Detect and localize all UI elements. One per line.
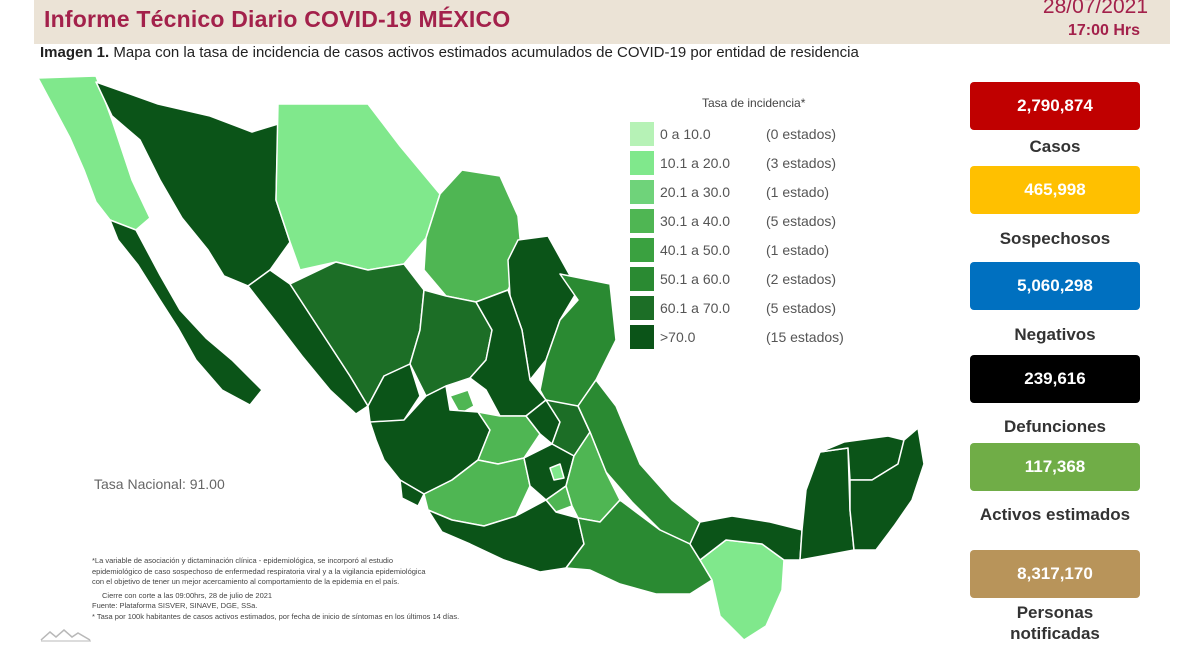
legend-count: (2 estados)	[766, 271, 837, 287]
legend-item: 10.1 a 20.0 (3 estados)	[630, 151, 880, 175]
footnotes: *La variable de asociación y dictaminaci…	[92, 556, 562, 622]
state-coahuila	[423, 169, 523, 303]
legend-item: >70.0 (15 estados)	[630, 325, 880, 349]
legend-count: (1 estado)	[766, 242, 830, 258]
legend-swatch	[630, 296, 654, 320]
legend-swatch	[630, 267, 654, 291]
stat-box-casos: 2,790,874	[970, 82, 1140, 130]
legend-swatch	[630, 151, 654, 175]
footnote-line: Fuente: Plataforma SISVER, SINAVE, DGE, …	[92, 601, 258, 610]
legend-item: 30.1 a 40.0 (5 estados)	[630, 209, 880, 233]
footnote-line: * Tasa por 100k habitantes de casos acti…	[92, 611, 460, 621]
footnote-line: epidemiológico de caso sospechoso de enf…	[92, 566, 426, 576]
state-tabasco	[689, 515, 803, 561]
image-caption-lead: Imagen 1.	[40, 44, 110, 61]
image-caption: Imagen 1. Mapa con la tasa de incidencia…	[40, 44, 859, 61]
stat-box-sospechosos: 465,998	[970, 166, 1140, 214]
legend-range: 40.1 a 50.0	[660, 242, 731, 258]
legend-item: 40.1 a 50.0 (1 estado)	[630, 238, 880, 262]
state-ciudad-de-mexico	[549, 463, 565, 481]
legend-count: (3 estados)	[766, 155, 837, 171]
report-date: 28/07/2021	[1042, 0, 1148, 18]
national-rate: Tasa Nacional: 91.00	[94, 476, 225, 492]
stat-label-defunciones: Defunciones	[1003, 417, 1107, 436]
report-title: Informe Técnico Diario COVID-19 MÉXICO	[44, 6, 511, 32]
state-nuevo-leon	[507, 235, 579, 381]
legend-swatch	[630, 122, 654, 146]
header-banner	[34, 0, 1170, 44]
state-quintana-roo	[849, 427, 925, 551]
footnote-line: Cierre con corte a las 09:00hrs, 28 de j…	[102, 590, 273, 600]
footnote-line: *La variable de asociación y dictaminaci…	[92, 556, 393, 565]
state-chiapas	[699, 539, 785, 641]
legend-count: (1 estado)	[766, 184, 830, 200]
state-aguascalientes	[449, 389, 475, 415]
stat-label-activos: Activos estimados	[979, 505, 1131, 524]
legend-title: Tasa de incidencia*	[702, 96, 806, 110]
stat-label-casos: Casos	[1029, 137, 1081, 156]
legend-count: (5 estados)	[766, 300, 837, 316]
legend-item: 20.1 a 30.0 (1 estado)	[630, 180, 880, 204]
stat-box-notificadas: 8,317,170	[970, 550, 1140, 598]
report-time: 17:00 Hrs	[1067, 22, 1140, 39]
legend-swatch	[630, 180, 654, 204]
legend-range: 10.1 a 20.0	[660, 155, 731, 171]
legend-count: (0 estados)	[766, 126, 837, 142]
legend-range: 0 a 10.0	[660, 126, 711, 142]
legend-count: (5 estados)	[766, 213, 837, 229]
state-baja-california-sur	[109, 219, 263, 406]
legend-range: 30.1 a 40.0	[660, 213, 731, 229]
state-chihuahua	[275, 103, 441, 271]
legend-range: 20.1 a 30.0	[660, 184, 731, 200]
state-colima	[399, 479, 425, 507]
legend-item: 60.1 a 70.0 (5 estados)	[630, 296, 880, 320]
stat-label-negativos: Negativos	[1014, 325, 1096, 344]
stat-label-sospechosos: Sospechosos	[999, 229, 1111, 248]
legend-item: 50.1 a 60.0 (2 estados)	[630, 267, 880, 291]
legend-swatch	[630, 209, 654, 233]
stat-label-notificadas: Personas notificadas	[1010, 603, 1100, 643]
image-caption-text: Mapa con la tasa de incidencia de casos …	[113, 44, 859, 61]
stat-box-defunciones: 239,616	[970, 355, 1140, 403]
legend-count: (15 estados)	[766, 329, 844, 345]
state-oaxaca	[565, 499, 713, 595]
stat-box-activos: 117,368	[970, 443, 1140, 491]
legend-range: >70.0	[660, 329, 696, 345]
legend-swatch	[630, 325, 654, 349]
legend-range: 50.1 a 60.0	[660, 271, 731, 287]
legend-swatch	[630, 238, 654, 262]
stat-box-negativos: 5,060,298	[970, 262, 1140, 310]
legend-range: 60.1 a 70.0	[660, 300, 731, 316]
legend-item: 0 a 10.0 (0 estados)	[630, 122, 880, 146]
footnote-line: con el objetivo de tener un mejor acerca…	[92, 577, 400, 586]
logo-icon	[40, 629, 91, 642]
mexico-map	[37, 75, 925, 641]
state-campeche	[799, 447, 855, 561]
